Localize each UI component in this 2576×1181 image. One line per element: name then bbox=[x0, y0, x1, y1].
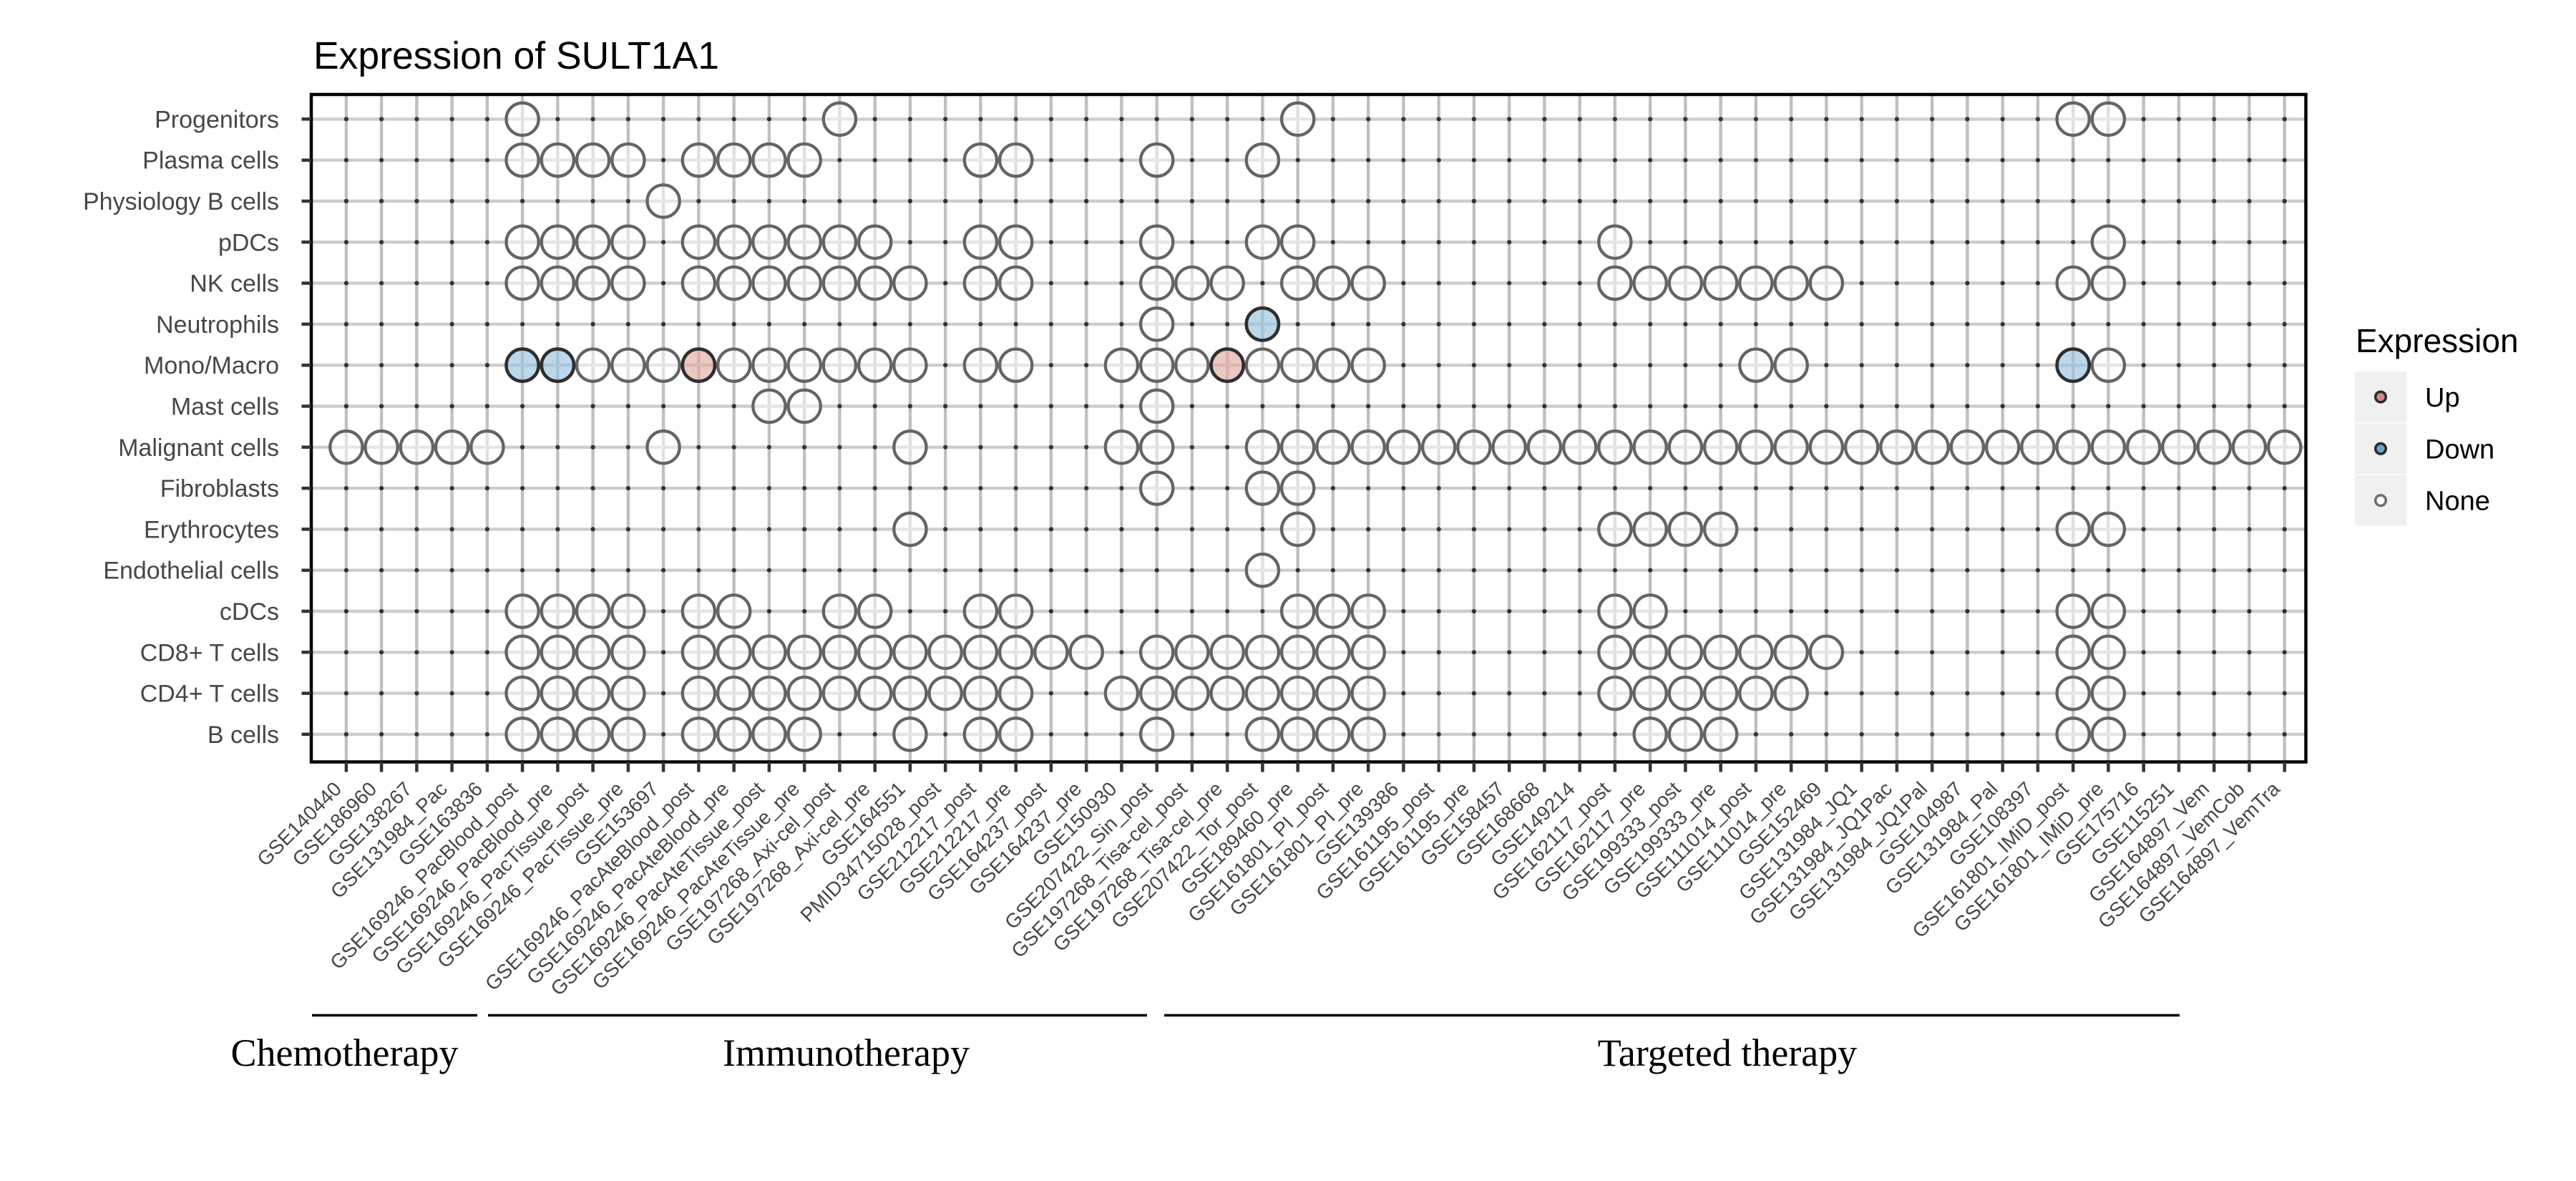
svg-text:Endothelial cells: Endothelial cells bbox=[103, 558, 279, 585]
svg-text:Mono/Macro: Mono/Macro bbox=[144, 352, 279, 379]
svg-text:Physiology B cells: Physiology B cells bbox=[83, 188, 279, 215]
svg-text:cDCs: cDCs bbox=[220, 598, 279, 626]
svg-text:Plasma cells: Plasma cells bbox=[142, 147, 279, 175]
svg-text:None: None bbox=[2425, 487, 2490, 517]
svg-text:Targeted therapy: Targeted therapy bbox=[1598, 1031, 1858, 1074]
svg-text:Mast cells: Mast cells bbox=[171, 394, 279, 421]
svg-text:Expression: Expression bbox=[2356, 322, 2519, 359]
svg-text:Immunotherapy: Immunotherapy bbox=[723, 1031, 970, 1074]
svg-text:Fibroblasts: Fibroblasts bbox=[160, 475, 279, 502]
svg-text:CD8+ T cells: CD8+ T cells bbox=[140, 639, 279, 666]
svg-text:Chemotherapy: Chemotherapy bbox=[231, 1031, 459, 1074]
svg-text:B cells: B cells bbox=[208, 721, 279, 749]
svg-text:Expression of SULT1A1: Expression of SULT1A1 bbox=[313, 35, 719, 77]
svg-text:Up: Up bbox=[2425, 383, 2460, 413]
svg-text:pDCs: pDCs bbox=[218, 229, 279, 256]
svg-text:NK cells: NK cells bbox=[190, 271, 279, 298]
svg-text:Neutrophils: Neutrophils bbox=[156, 311, 279, 339]
svg-text:Down: Down bbox=[2425, 434, 2494, 465]
svg-text:CD4+ T cells: CD4+ T cells bbox=[140, 681, 279, 708]
svg-text:Erythrocytes: Erythrocytes bbox=[144, 516, 279, 543]
svg-text:Progenitors: Progenitors bbox=[155, 106, 279, 133]
svg-text:Malignant cells: Malignant cells bbox=[118, 434, 279, 462]
